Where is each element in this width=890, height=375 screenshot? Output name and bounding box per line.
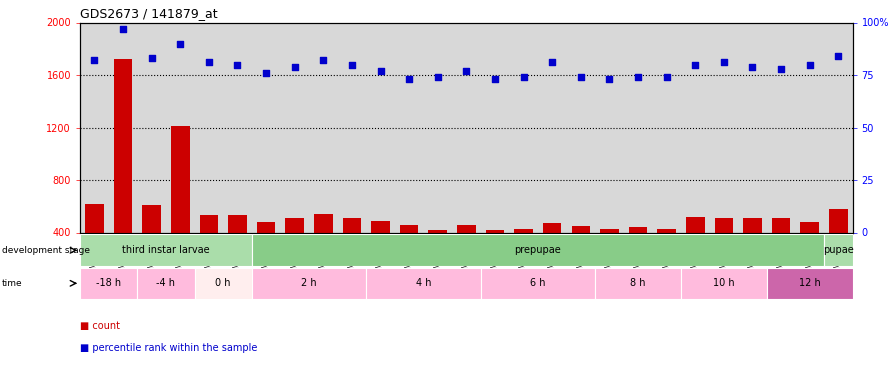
Bar bbox=[252, 234, 824, 266]
Bar bbox=[743, 218, 762, 285]
Bar bbox=[600, 228, 619, 285]
Point bbox=[488, 76, 502, 82]
Bar bbox=[571, 226, 590, 285]
Bar bbox=[628, 227, 647, 285]
Point bbox=[344, 62, 359, 68]
Text: 4 h: 4 h bbox=[416, 278, 431, 288]
Text: 2 h: 2 h bbox=[301, 278, 317, 288]
Point bbox=[144, 55, 158, 61]
Bar bbox=[681, 268, 767, 298]
Bar bbox=[457, 225, 475, 285]
Bar bbox=[286, 218, 304, 285]
Text: 6 h: 6 h bbox=[530, 278, 546, 288]
Point bbox=[716, 59, 731, 65]
Bar bbox=[772, 218, 790, 285]
Bar bbox=[195, 268, 252, 298]
Point bbox=[316, 57, 330, 63]
Point bbox=[287, 64, 302, 70]
Point bbox=[202, 59, 216, 65]
Bar bbox=[824, 234, 853, 266]
Bar bbox=[595, 268, 681, 298]
Text: time: time bbox=[2, 279, 22, 288]
Text: ■ count: ■ count bbox=[80, 321, 120, 330]
Bar bbox=[114, 59, 133, 285]
Point bbox=[688, 62, 702, 68]
Bar bbox=[137, 268, 195, 298]
Bar bbox=[371, 220, 390, 285]
Point bbox=[603, 76, 617, 82]
Bar bbox=[767, 268, 853, 298]
Bar bbox=[252, 268, 366, 298]
Text: development stage: development stage bbox=[2, 246, 90, 255]
Bar bbox=[366, 268, 481, 298]
Point bbox=[87, 57, 101, 63]
Point bbox=[174, 40, 188, 46]
Point bbox=[459, 68, 473, 74]
Bar bbox=[142, 205, 161, 285]
Point bbox=[803, 62, 817, 68]
Text: ■ percentile rank within the sample: ■ percentile rank within the sample bbox=[80, 343, 257, 353]
Text: GDS2673 / 141879_at: GDS2673 / 141879_at bbox=[80, 7, 218, 20]
Point bbox=[516, 74, 530, 80]
Text: 0 h: 0 h bbox=[215, 278, 231, 288]
Bar bbox=[199, 215, 218, 285]
Bar bbox=[80, 234, 252, 266]
Point bbox=[402, 76, 417, 82]
Point bbox=[574, 74, 588, 80]
Text: prepupae: prepupae bbox=[514, 245, 562, 255]
Point bbox=[259, 70, 273, 76]
Point bbox=[231, 62, 245, 68]
Bar bbox=[658, 228, 676, 285]
Point bbox=[431, 74, 445, 80]
Text: -4 h: -4 h bbox=[157, 278, 175, 288]
Bar bbox=[257, 222, 275, 285]
Bar bbox=[514, 228, 533, 285]
Text: pupae: pupae bbox=[823, 245, 854, 255]
Text: 8 h: 8 h bbox=[630, 278, 646, 288]
Bar bbox=[400, 225, 418, 285]
Text: -18 h: -18 h bbox=[96, 278, 121, 288]
Point bbox=[774, 66, 789, 72]
Point bbox=[116, 26, 130, 32]
Bar bbox=[228, 215, 247, 285]
Bar bbox=[543, 224, 562, 285]
Point bbox=[631, 74, 645, 80]
Bar bbox=[171, 126, 190, 285]
Bar bbox=[829, 209, 847, 285]
Text: 10 h: 10 h bbox=[713, 278, 734, 288]
Point bbox=[545, 59, 559, 65]
Bar bbox=[343, 218, 361, 285]
Point bbox=[745, 64, 759, 70]
Bar bbox=[85, 204, 104, 285]
Bar bbox=[486, 230, 505, 285]
Point bbox=[659, 74, 674, 80]
Text: 12 h: 12 h bbox=[799, 278, 821, 288]
Bar bbox=[686, 217, 705, 285]
Point bbox=[831, 53, 845, 59]
Point bbox=[374, 68, 388, 74]
Bar bbox=[314, 214, 333, 285]
Bar bbox=[428, 230, 447, 285]
Bar bbox=[80, 268, 137, 298]
Bar bbox=[715, 218, 733, 285]
Bar bbox=[481, 268, 595, 298]
Bar bbox=[800, 222, 819, 285]
Text: third instar larvae: third instar larvae bbox=[122, 245, 210, 255]
